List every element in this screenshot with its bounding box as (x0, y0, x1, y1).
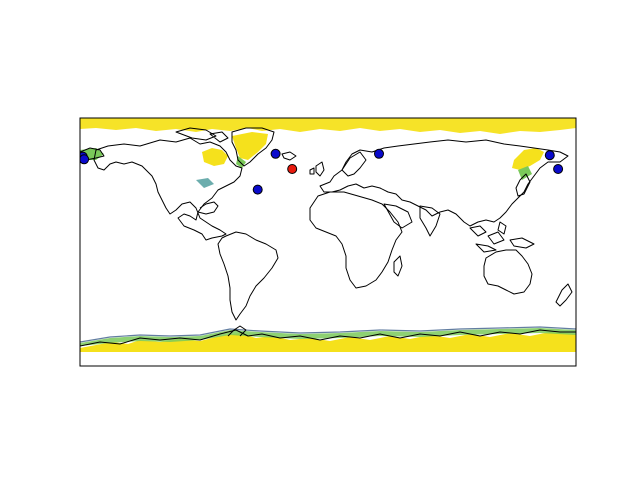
coast-india (419, 205, 441, 237)
coast-new-guinea (509, 237, 535, 249)
coast-eurasia (319, 139, 569, 227)
coast-british-isles (309, 161, 325, 177)
antarctic-ice-edge (80, 326, 576, 343)
coast-madagascar (393, 255, 403, 277)
coast-central-america (197, 201, 219, 215)
marker-north-atlantic-red (287, 164, 298, 174)
coast-africa (309, 191, 403, 289)
marker-barents-sea (374, 148, 384, 159)
coast-antarctic-peninsula (227, 325, 247, 337)
coast-scandinavia (341, 151, 367, 177)
coast-japan (515, 173, 531, 197)
coast-arctic-islands (175, 127, 229, 143)
marker-layer (80, 148, 564, 195)
coast-north-america (93, 137, 243, 241)
marker-kamchatka (544, 150, 555, 161)
coast-iceland (281, 151, 297, 161)
antarctic-ice-band (80, 332, 576, 352)
coast-se-asia-islands (469, 221, 507, 253)
antarctic-ice-green (80, 328, 576, 346)
greenland-ice (232, 132, 268, 160)
labrador-ice (196, 178, 214, 188)
marker-north-atlantic (252, 184, 263, 195)
map-frame (79, 117, 577, 367)
okhotsk-ice-green (518, 166, 532, 180)
coast-antarctica (80, 329, 576, 347)
marker-bering (553, 164, 564, 174)
hudson-ice (202, 148, 228, 166)
coast-australia (483, 249, 533, 295)
marker-alaska-2 (80, 154, 90, 165)
coast-south-america (217, 231, 279, 321)
coast-new-zealand (555, 283, 573, 307)
map-background (80, 118, 576, 366)
coast-arabia (383, 203, 413, 229)
coastlines (80, 127, 576, 347)
marker-greenland-sw (270, 148, 281, 159)
coast-greenland (231, 127, 275, 167)
okhotsk-ice (512, 148, 544, 170)
